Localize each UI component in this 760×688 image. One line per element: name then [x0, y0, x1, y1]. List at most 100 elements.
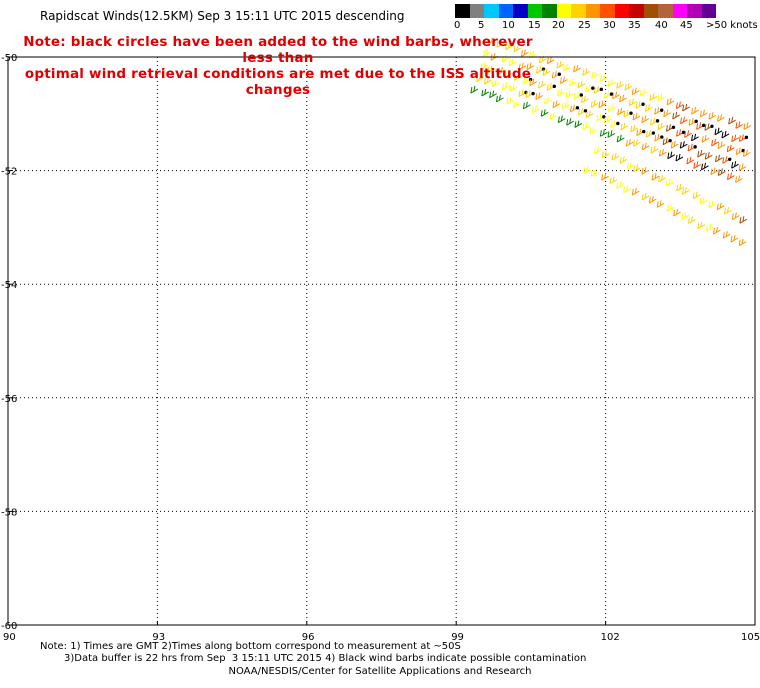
wind-barb: [476, 74, 484, 82]
wind-barb: [481, 88, 490, 97]
contamination-circle: [694, 119, 698, 123]
barb-flag: [515, 100, 518, 106]
barb-flag: [691, 118, 694, 124]
barb-flag: [473, 85, 476, 92]
barb-flag: [738, 121, 741, 127]
barb-flag: [622, 94, 625, 100]
barb-flag: [741, 163, 744, 169]
lon-tick-label: 93: [152, 632, 165, 643]
barb-flag: [626, 110, 629, 116]
wind-barb: [670, 140, 679, 149]
barb-flag: [538, 92, 541, 98]
legend-label: 10: [502, 20, 515, 31]
barb-flag: [717, 142, 720, 149]
barb-flag: [651, 174, 654, 181]
map-grid: [8, 57, 755, 625]
barb-flag: [681, 213, 684, 220]
wind-barb: [717, 141, 726, 149]
barb-flag: [644, 192, 647, 198]
barb-flag: [707, 152, 710, 158]
barb-flag: [712, 227, 715, 235]
barb-flag: [704, 135, 707, 141]
barb-flag: [614, 152, 617, 159]
contamination-circle: [641, 102, 645, 106]
wind-barb: [686, 156, 695, 165]
barb-flag: [635, 112, 638, 119]
wind-barb: [701, 135, 710, 143]
barb-flag: [708, 201, 711, 208]
barb-flag: [738, 175, 741, 181]
barb-flag: [576, 64, 579, 71]
barb-flag: [731, 116, 734, 123]
barb-flag: [641, 116, 644, 123]
barb-flag: [501, 66, 504, 73]
barb-flag: [601, 100, 604, 106]
barb-flag: [532, 78, 535, 84]
wind-barb: [632, 139, 641, 147]
barb-flag: [662, 138, 665, 145]
barb-flag: [638, 101, 641, 107]
barb-flag: [549, 56, 552, 62]
wind-barb: [593, 146, 602, 155]
wind-barb: [616, 134, 625, 143]
barb-flag: [619, 95, 622, 102]
barb-flag: [521, 89, 524, 95]
barb-flag: [678, 153, 681, 160]
wind-barb: [562, 63, 571, 72]
barb-flag: [521, 62, 524, 68]
barb-flag: [625, 140, 628, 147]
barb-flag: [684, 131, 687, 138]
wind-barb: [630, 124, 639, 133]
wind-barb: [582, 68, 591, 76]
barb-flag: [727, 173, 729, 180]
barb-flag: [580, 107, 583, 113]
barb-flag: [733, 235, 736, 241]
contamination-circle: [609, 92, 614, 96]
barb-flag: [495, 95, 498, 102]
wind-barb: [617, 107, 625, 116]
barb-flag: [523, 77, 526, 84]
barb-flag: [574, 121, 577, 128]
barb-flag: [639, 128, 642, 134]
barb-flag: [492, 90, 495, 96]
wind-barb: [504, 69, 513, 78]
legend-swatch: [600, 4, 615, 18]
barb-flag: [738, 239, 741, 246]
barb-flag: [593, 169, 596, 175]
barb-flag: [532, 50, 535, 56]
barb-flag: [593, 147, 596, 154]
barb-flag: [596, 114, 599, 121]
barb-flag: [725, 156, 728, 162]
barb-flag: [650, 118, 653, 125]
barb-flag: [546, 57, 549, 64]
wind-barb: [641, 115, 650, 124]
barb-flag: [549, 113, 552, 120]
barb-flag: [711, 112, 714, 118]
barb-flag: [538, 56, 541, 63]
barb-flag: [657, 94, 660, 101]
barb-flag: [644, 142, 647, 148]
barb-flag: [556, 61, 559, 69]
barb-flag: [693, 162, 696, 169]
barb-flag: [508, 42, 511, 48]
barb-flag: [600, 75, 603, 82]
wind-barb: [738, 134, 749, 142]
barb-flag: [657, 123, 660, 130]
barb-flag: [486, 77, 489, 83]
barb-flag: [483, 62, 486, 68]
barb-flag: [490, 65, 493, 71]
barb-flag: [676, 184, 679, 191]
legend-label: 5: [478, 20, 485, 31]
legend-swatch: [455, 4, 470, 18]
barb-flag: [569, 118, 572, 124]
legend-label: 20: [552, 20, 565, 31]
barb-flag: [730, 172, 732, 178]
wind-barb: [565, 90, 574, 99]
wind-barb: [691, 133, 699, 142]
barb-flag: [619, 134, 622, 141]
barb-flag: [719, 202, 722, 208]
barb-flag: [559, 77, 562, 84]
barb-flag: [658, 149, 661, 157]
legend-label: >50 knots: [706, 20, 758, 31]
barb-flag: [522, 102, 525, 109]
